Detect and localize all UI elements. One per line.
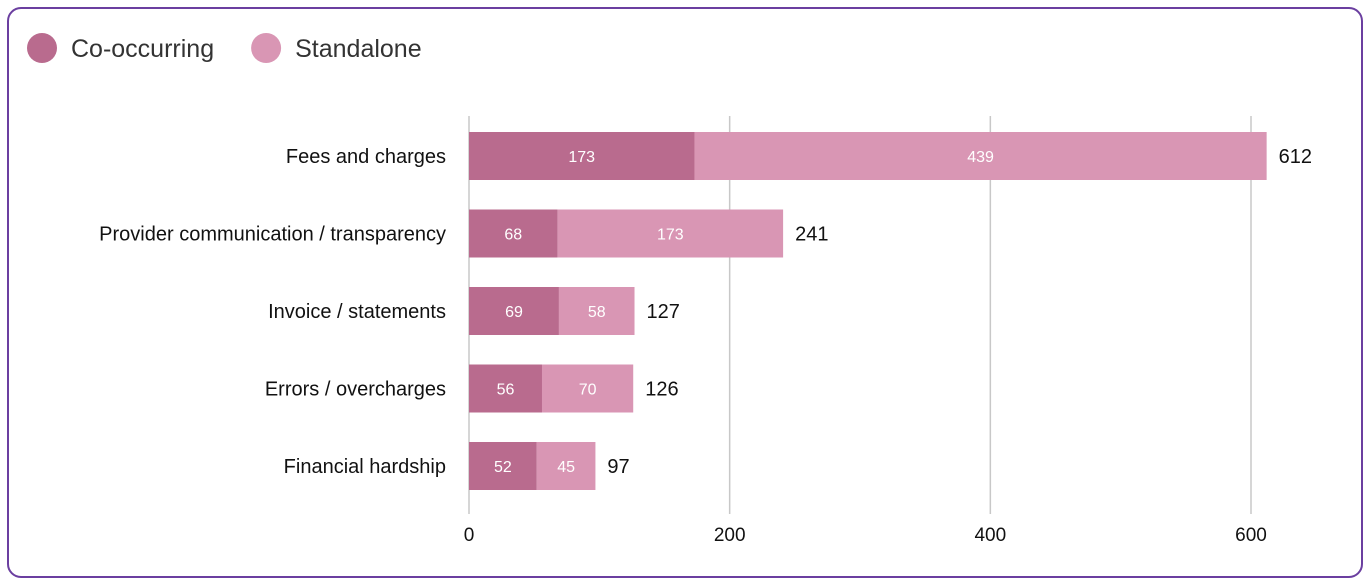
x-axis-ticks: 0 200 400 600 <box>464 525 1267 546</box>
bar-co-occurring-0 <box>469 132 695 180</box>
bars: 173 439 612 68 173 241 69 58 127 56 70 126 52 45 97 <box>469 132 1312 490</box>
category-label: Invoice / statements <box>268 301 446 323</box>
bar-value-label: 70 <box>579 382 597 399</box>
bar-total-label: 612 <box>1279 146 1312 168</box>
legend: Co-occurring Standalone <box>27 33 422 63</box>
x-tick-label: 600 <box>1235 525 1267 546</box>
bar-co-occurring-3 <box>469 364 542 413</box>
bar-value-label: 439 <box>967 149 994 166</box>
bar-value-label: 58 <box>588 304 606 321</box>
bar-co-occurring-2 <box>469 287 559 335</box>
category-label: Errors / overcharges <box>265 379 446 401</box>
bar-total-label: 127 <box>647 301 680 323</box>
legend-label-co-occurring: Co-occurring <box>71 35 214 63</box>
bar-standalone-3 <box>541 364 634 413</box>
bar-value-label: 173 <box>657 227 684 244</box>
x-tick-label: 400 <box>974 525 1006 546</box>
category-label: Provider communication / transparency <box>99 224 446 246</box>
bar-standalone-4 <box>536 442 596 490</box>
bar-total-label: 97 <box>607 456 629 478</box>
x-tick-label: 200 <box>714 525 746 546</box>
bar-co-occurring-1 <box>469 209 558 258</box>
category-label: Financial hardship <box>284 456 446 478</box>
chart-card <box>7 7 1363 578</box>
bar-total-label: 126 <box>645 379 678 401</box>
bar-standalone-0 <box>694 132 1267 180</box>
bar-value-label: 68 <box>504 227 522 244</box>
category-label: Fees and charges <box>286 146 446 168</box>
bar-value-label: 52 <box>494 459 512 476</box>
x-tick-label: 0 <box>464 525 475 546</box>
bar-standalone-2 <box>558 287 635 335</box>
bar-co-occurring-4 <box>469 442 537 490</box>
legend-swatch-co-occurring <box>27 33 57 63</box>
bar-value-label: 173 <box>568 149 595 166</box>
bar-total-label: 241 <box>795 224 828 246</box>
category-labels: Fees and charges Provider communication /… <box>99 146 446 478</box>
bar-standalone-1 <box>557 209 784 258</box>
bar-value-label: 69 <box>505 304 523 321</box>
legend-swatch-standalone <box>251 33 282 63</box>
bar-value-label: 56 <box>497 382 515 399</box>
bar-value-label: 45 <box>557 459 575 476</box>
legend-label-standalone: Standalone <box>295 35 422 63</box>
